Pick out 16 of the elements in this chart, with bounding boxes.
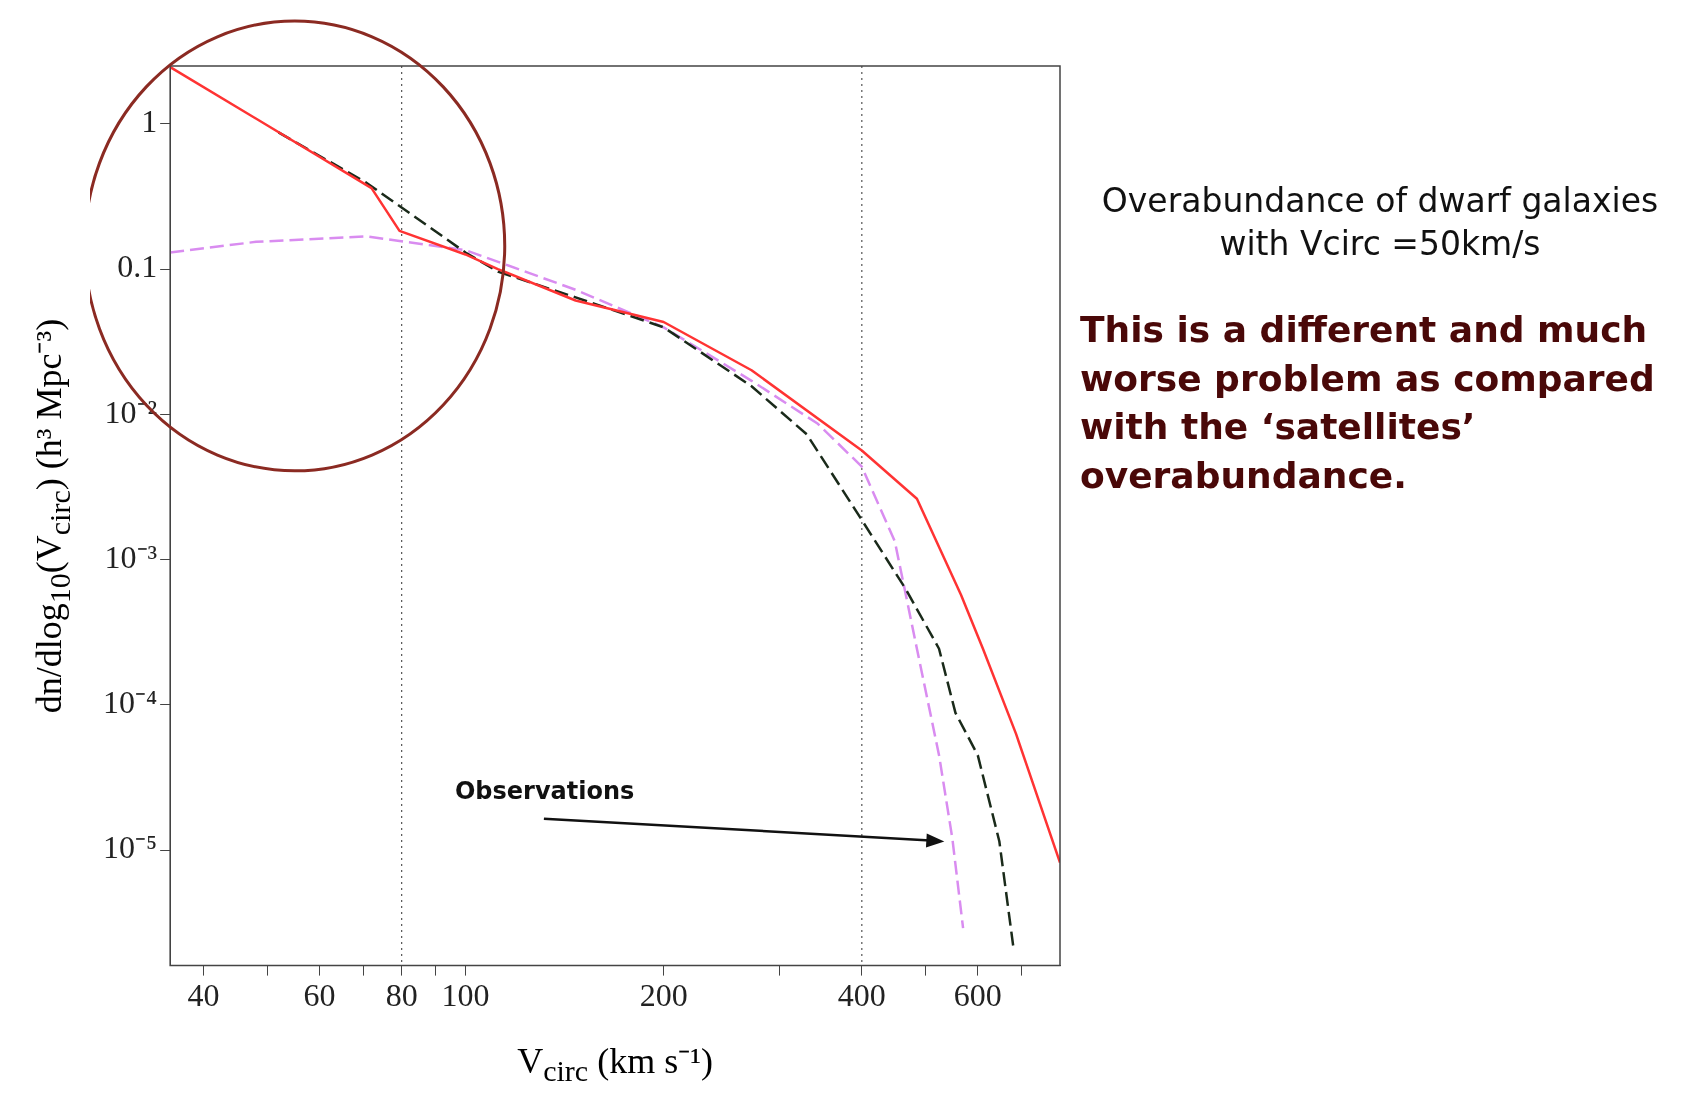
- y-tick-label: 0.1: [117, 248, 158, 285]
- x-tick-label: 100: [441, 977, 490, 1014]
- x-tick-label: 400: [837, 977, 886, 1014]
- x-tick-label: 600: [953, 977, 1002, 1014]
- x-tick-label: 80: [385, 977, 418, 1014]
- x-axis-title: V$_{circ}$ (km s⁻¹): [517, 1040, 713, 1089]
- x-tick-label: 200: [639, 977, 688, 1014]
- annotation: Observations: [454, 776, 635, 805]
- y-tick-label: 10⁻³: [104, 538, 158, 575]
- text: Overabundance of dwarf galaxies with Vcirc =50km/s: [1100, 180, 1660, 265]
- y-tick-label: 1: [141, 103, 158, 140]
- y-tick-label: 10⁻⁵: [103, 829, 158, 866]
- x-tick-label: 40: [187, 977, 220, 1014]
- text: This is a different and much worse problem as compared with the ‘satellites’ overabundance.: [1080, 308, 1656, 498]
- x-tick-label: 60: [303, 977, 336, 1014]
- y-tick-label: 10⁻⁴: [103, 684, 158, 721]
